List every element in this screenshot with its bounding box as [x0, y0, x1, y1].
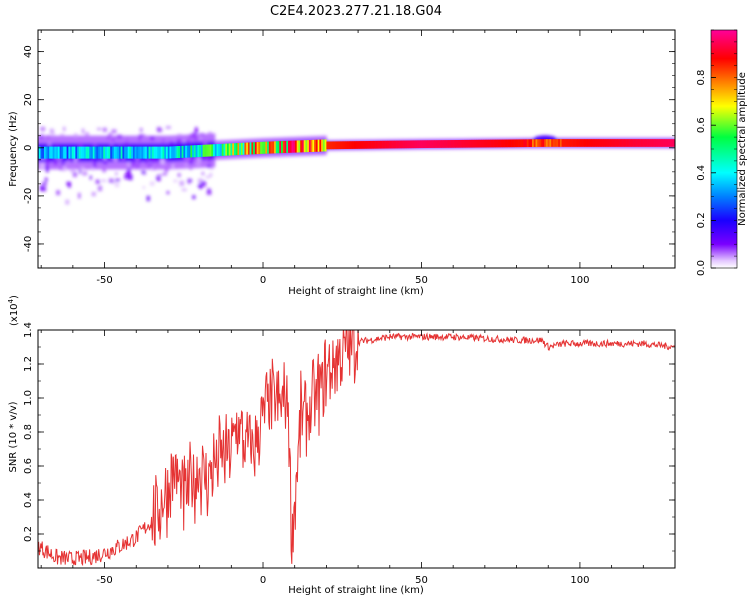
spectrogram-y-tick-label: 0 — [23, 145, 34, 151]
snr-panel: -50 0 50 100 0.2 0.4 0.6 0.8 1.0 1.2 1.4 Height of… — [7, 295, 676, 596]
colorbar-label: Normalized spectral amplitude — [737, 72, 748, 226]
snr-axes: -50 0 50 100 0.2 0.4 0.6 0.8 1.0 1.2 1.4 — [23, 322, 676, 586]
colorbar-ticks: 0.0 0.2 0.4 0.6 0.8 — [696, 29, 737, 276]
spectrogram-y-axis-label: Frequency (Hz) — [8, 111, 19, 187]
snr-x-tick-label: 100 — [570, 575, 589, 586]
snr-y-tick-label: 0.4 — [23, 492, 34, 508]
snr-x-tick-label: 50 — [415, 575, 428, 586]
snr-y-tick-label: 0.6 — [23, 458, 34, 474]
spectrogram-x-axis-label: Height of straight line (km) — [288, 286, 424, 297]
colorbar-gradient — [711, 30, 737, 268]
snr-series-line — [38, 330, 675, 567]
snr-plot-area — [38, 330, 675, 568]
spectrogram-y-tick-label: -20 — [23, 188, 34, 204]
colorbar-tick-label: 0.6 — [696, 117, 707, 133]
colorbar-tick-label: 0.0 — [696, 260, 707, 276]
colorbar-tick-label: 0.2 — [696, 212, 707, 228]
snr-y-tick-label: 0.8 — [23, 424, 34, 440]
chart-title: C2E4.2023.277.21.18.G04 — [270, 4, 442, 19]
spectrogram-axes: -50 0 50 100 -40 -20 0 20 40 — [23, 30, 676, 286]
snr-y-tick-label: 1.2 — [23, 356, 34, 372]
spectrogram-frame — [37, 29, 676, 269]
spectrogram-heatmap — [38, 126, 675, 205]
snr-y-multiplier: (x104) — [7, 295, 20, 326]
snr-x-tick-label: 0 — [260, 575, 266, 586]
spectrogram-x-tick-label: 100 — [570, 275, 589, 286]
snr-x-tick-label: -50 — [96, 575, 112, 586]
spectrogram-x-tick-label: 50 — [415, 275, 428, 286]
snr-x-axis-label: Height of straight line (km) — [288, 585, 424, 596]
spectrogram-y-tick-label: 40 — [23, 45, 34, 58]
colorbar-tick-label: 0.8 — [696, 70, 707, 86]
spectrogram-y-tick-label: -40 — [23, 236, 34, 252]
spectrogram-y-tick-label: 20 — [23, 93, 34, 106]
snr-y-tick-label: 0.2 — [23, 526, 34, 542]
snr-y-tick-label: 1.0 — [23, 390, 34, 406]
snr-y-axis-label: SNR (10 * v/v) — [8, 401, 19, 472]
spectrogram-x-tick-label: -50 — [96, 275, 112, 286]
snr-y-tick-label: 1.4 — [23, 322, 34, 338]
spectrogram-panel: -50 0 50 100 -40 -20 0 20 40 Height of straight … — [8, 29, 676, 297]
spectrogram-x-tick-label: 0 — [260, 275, 266, 286]
colorbar: 0.0 0.2 0.4 0.6 0.8 Normalized spectral ampl… — [696, 29, 748, 276]
colorbar-tick-label: 0.4 — [696, 165, 707, 181]
